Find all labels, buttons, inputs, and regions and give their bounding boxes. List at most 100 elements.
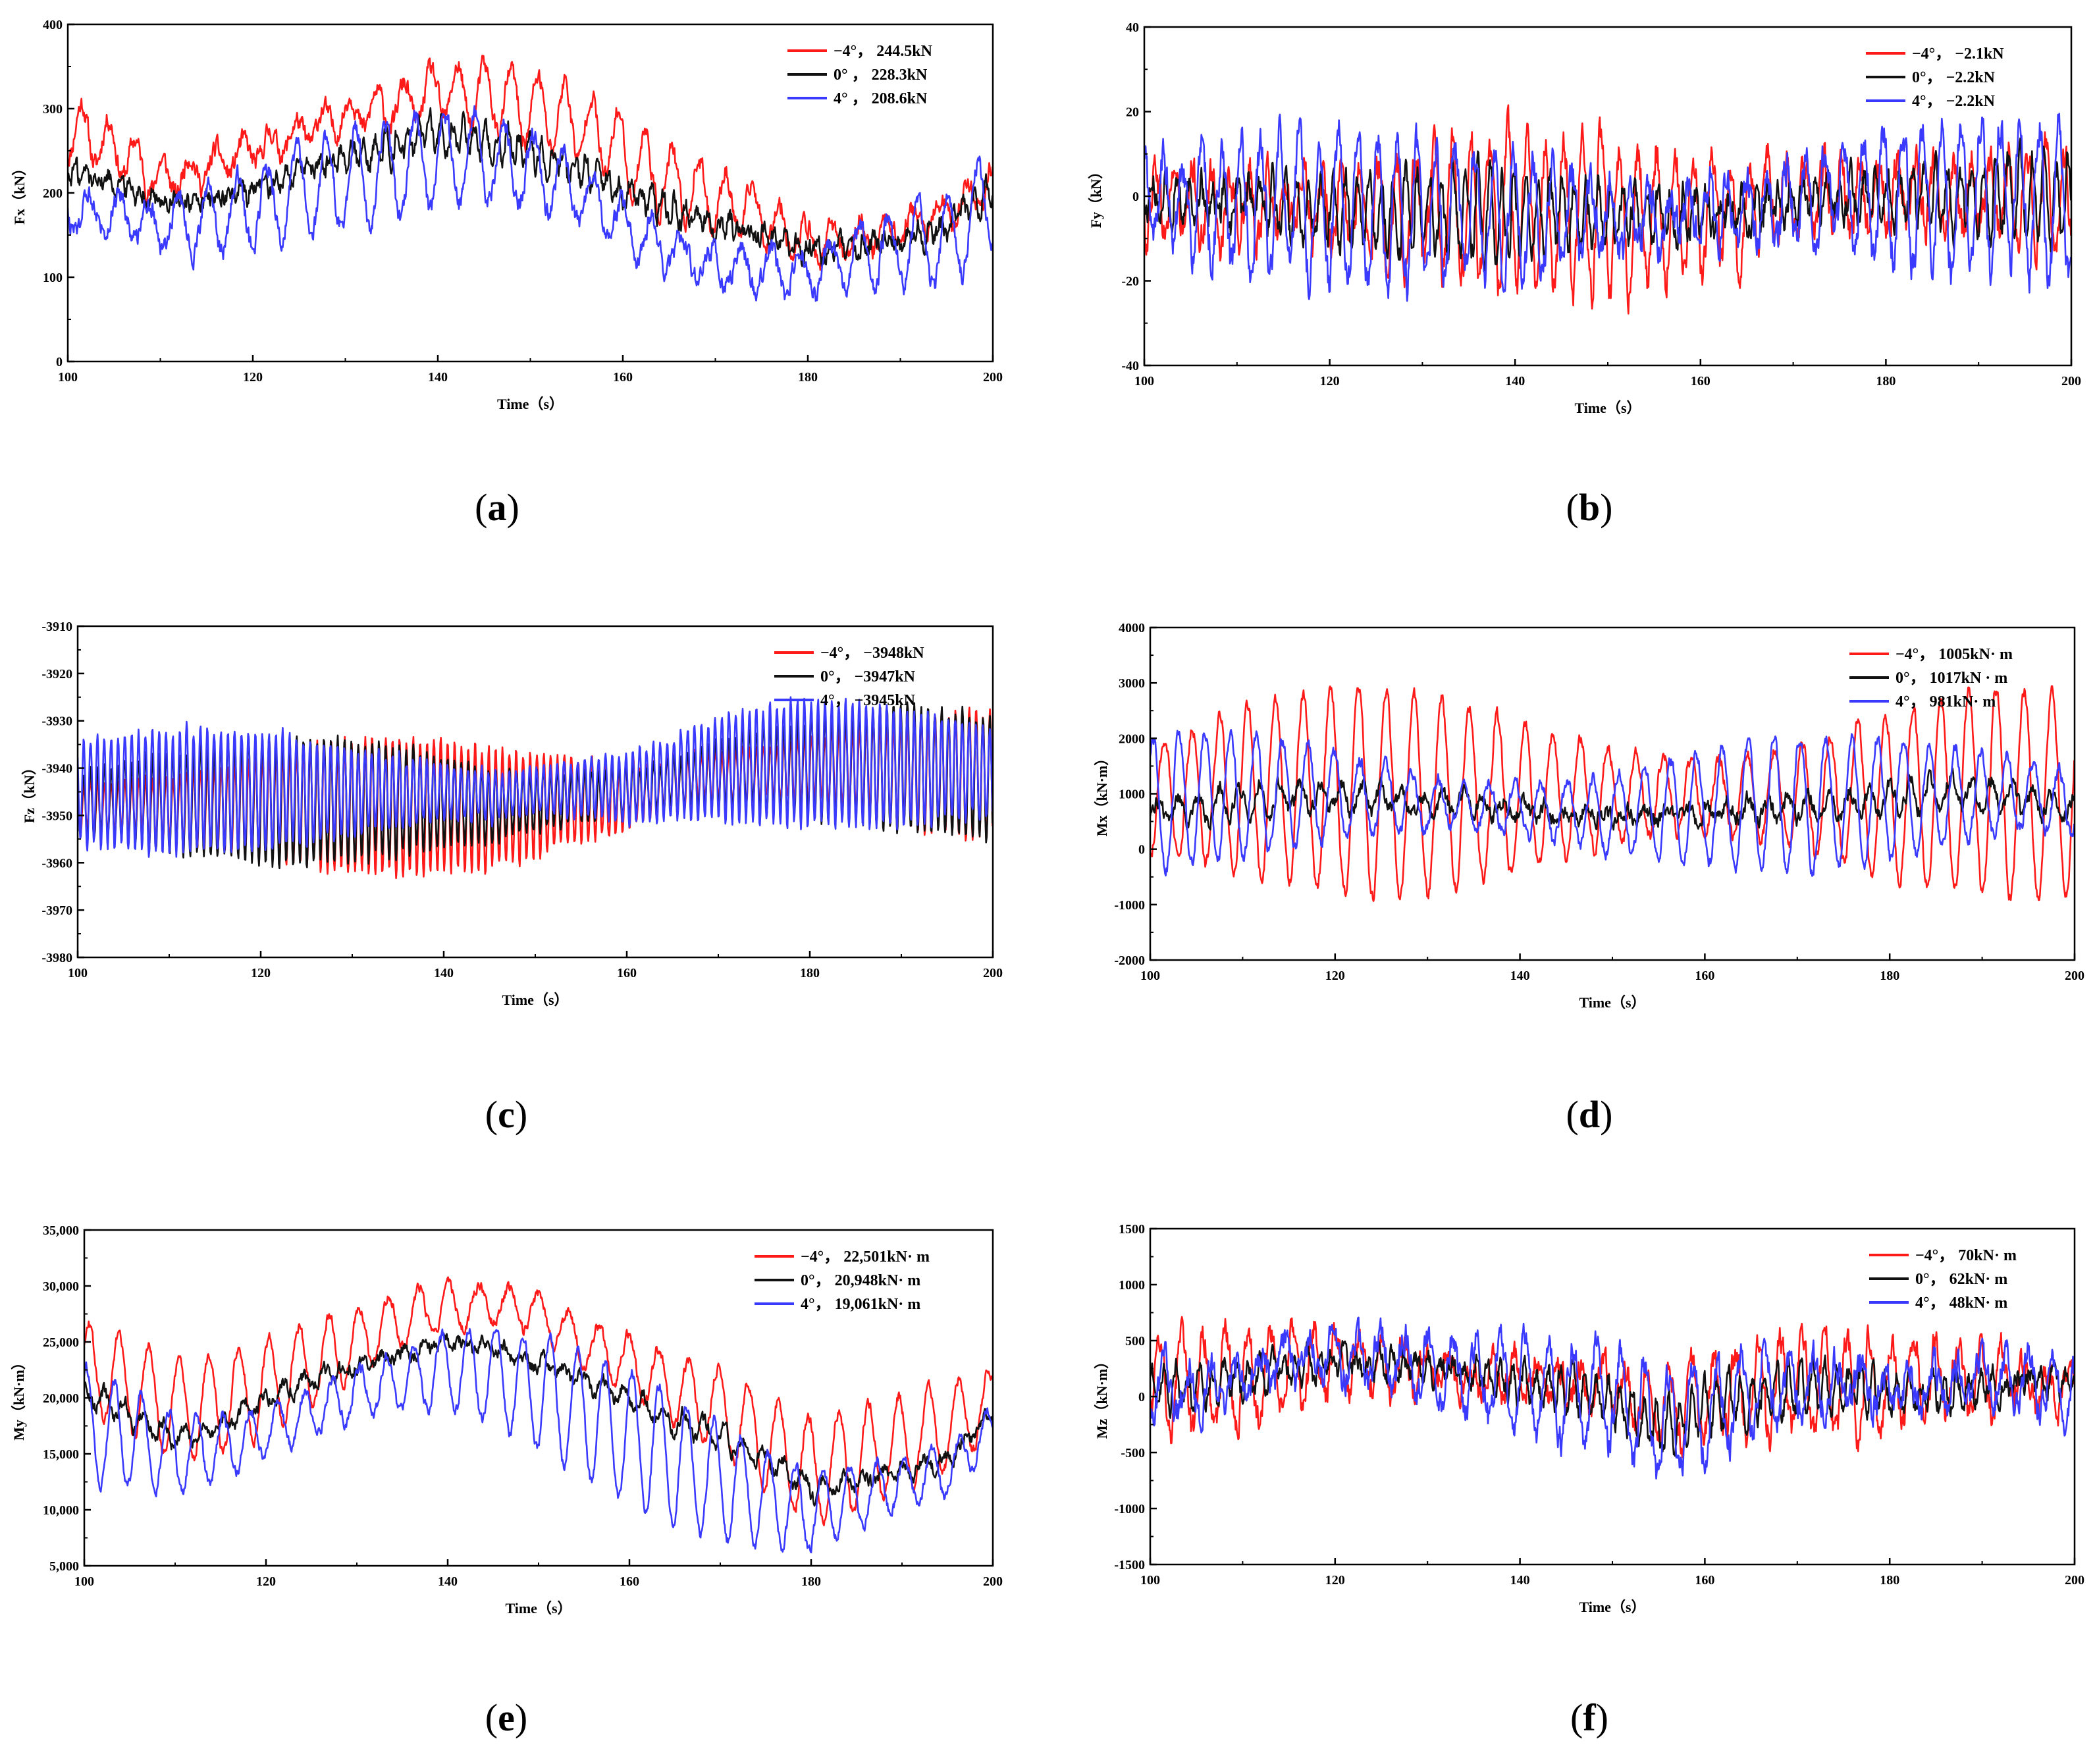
legend-label: 4°， 981kN· m [1896,693,1996,710]
chart-panel-d: 100 120 140 160 180 200 -2000 -1000 0 1000 2000 300… [1094,621,2084,1136]
legend-label: 0°， 62kN· m [1915,1271,2007,1288]
y-tick-label: 300 [43,102,63,117]
y-axis-label: Mx（kN·m） [1094,751,1110,837]
x-axis-label: Time（s） [502,992,568,1008]
y-tick-label: 2000 [1119,732,1145,746]
x-tick-label: 180 [798,370,818,385]
legend-label: −4°， 244.5kN [834,43,933,60]
y-tick-label: 200 [43,186,63,201]
legend-label: 0°， 1017kN · m [1896,670,2007,687]
x-tick-label: 180 [1876,374,1896,388]
y-tick-label: 1500 [1119,1222,1145,1237]
y-tick-label: 1000 [1119,788,1145,802]
x-tick-label: 160 [613,370,633,385]
panel-caption: (e) [485,1696,527,1739]
y-tick-label: 20,000 [43,1391,79,1406]
x-tick-label: 160 [617,966,637,980]
y-tick-label: -3940 [41,762,72,776]
y-tick-label: -3970 [41,903,72,918]
y-tick-label: 35,000 [43,1223,79,1238]
chart-panel-f: 100 120 140 160 180 200 -1500 -1000 -500 0 500 1000… [1094,1222,2084,1739]
x-tick-label: 200 [2065,1573,2084,1588]
y-tick-label: -2000 [1114,953,1145,968]
x-tick-label: 120 [1325,1573,1345,1588]
y-tick-label: -40 [1121,359,1139,373]
legend-label: −4°， 70kN· m [1915,1247,2017,1264]
x-tick-label: 160 [1695,1573,1714,1588]
legend-label: 0° ， 228.3kN [834,67,928,84]
x-tick-label: 200 [983,370,1003,385]
series-line-pos4 [84,1327,993,1553]
legend-label: 4°， −3945kN [820,692,916,709]
y-tick-label: 5,000 [49,1559,79,1574]
legend-label: 4°， −2.2kN [1912,93,1996,110]
y-tick-label: -3960 [41,856,72,870]
y-tick-label: 0 [1132,190,1139,204]
legend-label: 4° ， 208.6kN [834,90,928,107]
y-tick-label: 100 [43,271,63,285]
x-tick-label: 200 [983,1574,1003,1589]
panel-caption: (d) [1566,1093,1613,1136]
y-tick-label: 4000 [1119,621,1145,635]
y-tick-label: -3910 [41,620,72,634]
legend-label: 0°， −3947kN [820,668,916,685]
x-axis-label: Time（s） [1579,994,1645,1011]
x-tick-label: 140 [1510,969,1530,983]
y-tick-label: 20 [1126,105,1139,120]
y-axis-label: Fy（kN） [1088,165,1104,228]
series-line-pos4 [78,696,993,858]
series-line-neg4 [84,1276,993,1526]
x-tick-label: 140 [434,966,454,980]
panel-caption: (f) [1570,1696,1608,1739]
y-tick-label: -1500 [1114,1558,1145,1572]
chart-panel-c: 100 120 140 160 180 200 -3980 -3970 -3960 -3950 -3… [21,620,1003,1136]
series-line-zero [68,107,993,267]
series-line-pos4 [1150,729,2075,877]
y-tick-label: 400 [43,18,63,32]
y-tick-label: 30,000 [43,1279,79,1294]
y-tick-label: 0 [1138,843,1145,857]
y-tick-label: 25,000 [43,1335,79,1350]
y-tick-label: -3920 [41,667,72,682]
y-tick-label: 10,000 [43,1503,79,1518]
x-tick-label: 140 [1510,1573,1530,1588]
series-group [68,55,993,302]
x-axis-label: Time（s） [1579,1599,1645,1615]
y-tick-label: 15,000 [43,1447,79,1462]
y-tick-label: -20 [1121,275,1139,289]
y-tick-label: -3930 [41,714,72,729]
series-group [1150,685,2075,902]
x-tick-label: 200 [2061,374,2081,388]
series-line-pos4 [68,105,993,302]
x-tick-label: 200 [2065,969,2084,983]
x-tick-label: 160 [620,1574,639,1589]
x-tick-label: 160 [1695,969,1714,983]
series-line-pos4 [1144,113,2071,302]
legend-label: 4°， 48kN· m [1915,1295,2007,1312]
panel-caption: (a) [475,486,519,529]
legend-label: −4°， 1005kN· m [1896,646,2013,663]
x-tick-label: 140 [438,1574,458,1589]
series-group [84,1276,993,1553]
y-tick-label: 0 [56,355,63,369]
y-tick-label: 1000 [1119,1278,1145,1293]
x-tick-label: 180 [1880,1573,1899,1588]
x-tick-label: 140 [428,370,448,385]
x-tick-label: 180 [801,1574,821,1589]
y-axis-label: My（kN·m） [11,1355,27,1441]
series-line-neg4 [1150,685,2075,902]
y-axis-label: Mz（kN·m） [1094,1354,1110,1439]
x-tick-label: 160 [1691,374,1710,388]
x-tick-label: 120 [251,966,271,980]
x-tick-label: 100 [68,966,88,980]
panel-caption: (b) [1566,486,1613,529]
x-tick-label: 100 [58,370,78,385]
legend-label: −4°， −3948kN [820,645,924,662]
x-tick-label: 100 [1140,1573,1160,1588]
y-tick-label: -3950 [41,809,72,823]
y-tick-label: 3000 [1119,676,1145,691]
x-tick-label: 100 [1134,374,1154,388]
series-line-pos4 [1150,1316,2075,1480]
x-tick-label: 140 [1505,374,1525,388]
